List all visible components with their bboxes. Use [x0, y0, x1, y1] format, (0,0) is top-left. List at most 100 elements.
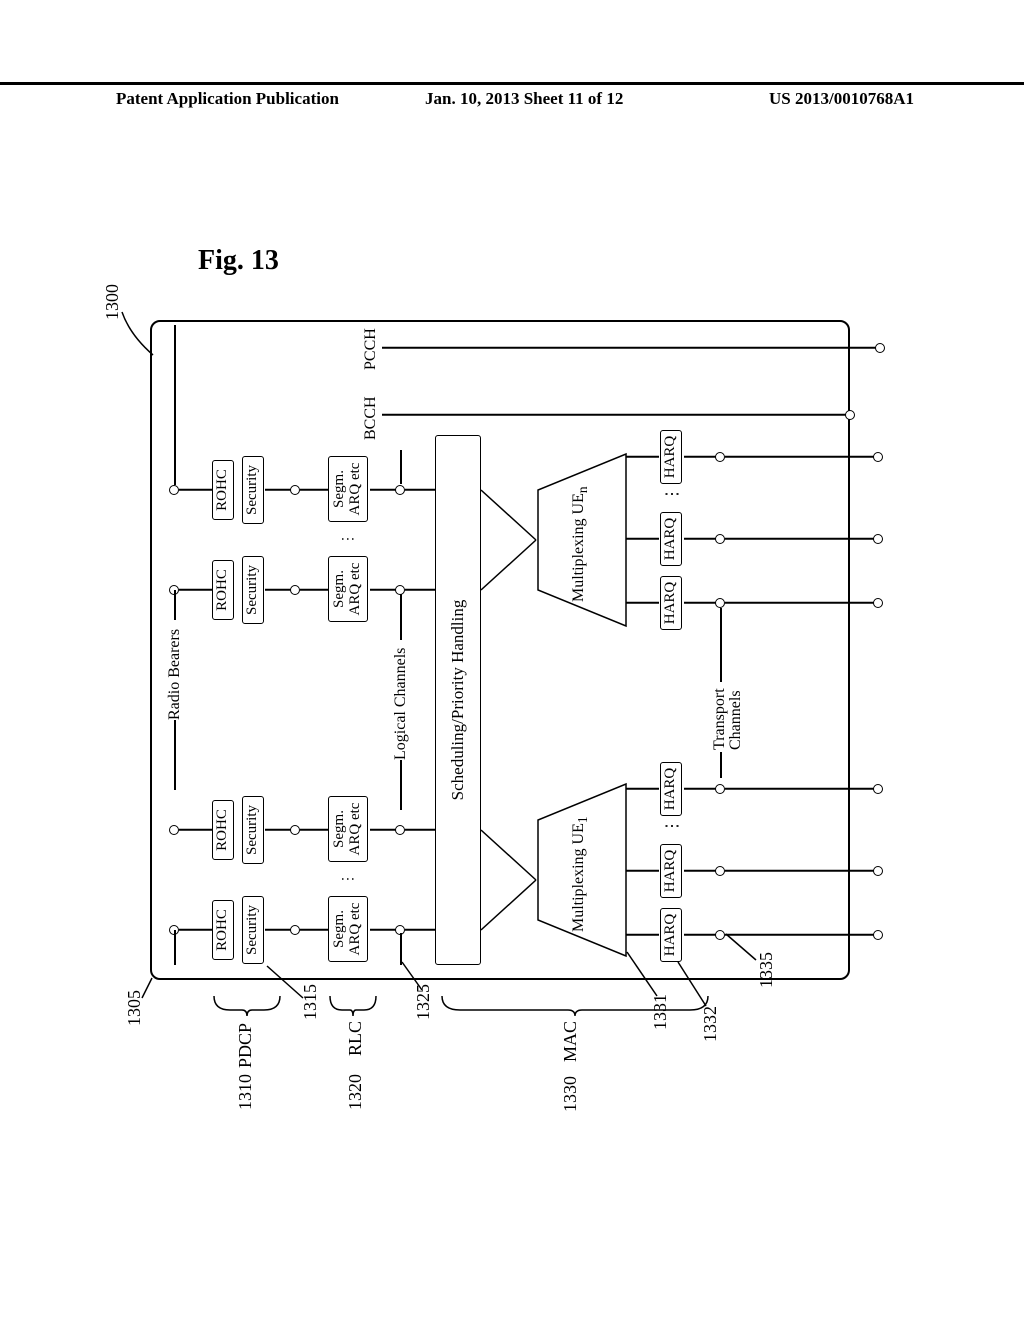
lc-hl-2: [400, 760, 402, 810]
box-harq-1: HARQ: [660, 908, 682, 962]
logical-channels-label: Logical Channels: [392, 648, 410, 760]
ref-1315-line: [265, 960, 305, 1000]
line-q4: [300, 489, 330, 491]
line-top-2: [179, 829, 214, 831]
line-r2: [370, 829, 398, 831]
ref-1332: 1332: [700, 1006, 721, 1042]
box-harq-2: HARQ: [660, 844, 682, 898]
box-rohc-4: ROHC: [212, 460, 234, 520]
protocol-stack-diagram: 1300 1305 Radio Bearers PDCP 1310 ROHC S…: [130, 280, 890, 1060]
line-mx6: [626, 456, 659, 458]
line-pcch: [382, 347, 880, 349]
header-left-text: Patent Application Publication: [116, 89, 339, 109]
ref-1332-line: [676, 958, 710, 1008]
dot-out7-bcch: [845, 410, 855, 420]
line-bcch: [382, 414, 850, 416]
line-r1: [370, 929, 398, 931]
rb-left-line: [174, 720, 176, 790]
box-segm-1: Segm. ARQ etc: [328, 896, 368, 962]
line-mx3: [626, 788, 659, 790]
dot-tc-3: [715, 784, 725, 794]
ref-1305-arrow: [140, 970, 160, 1000]
box-security-1: Security: [242, 896, 264, 964]
dot-out6: [873, 452, 883, 462]
dot-mid-4: [290, 485, 300, 495]
box-segm-4: Segm. ARQ etc: [328, 456, 368, 522]
dot-out8-pcch: [875, 343, 885, 353]
mux-ue1-label: Multiplexing UE1: [570, 816, 591, 932]
ref-1320: 1320: [345, 1074, 366, 1110]
box-scheduling: Scheduling/Priority Handling: [435, 435, 481, 965]
label-pcch: PCCH: [362, 328, 380, 370]
line-r3: [370, 589, 398, 591]
line-b5: [725, 538, 875, 540]
dot-mid-1: [290, 925, 300, 935]
line-mx1: [626, 934, 659, 936]
dot-out4: [873, 598, 883, 608]
lc-hl-4: [400, 450, 402, 484]
box-security-2: Security: [242, 796, 264, 864]
ref-1325-line: [400, 958, 424, 992]
bracket-rlc: [328, 992, 378, 1016]
radio-bearers-label: Radio Bearers: [166, 629, 184, 720]
dot-out5: [873, 534, 883, 544]
layer-mac-label: MAC: [560, 1021, 581, 1062]
rb-left-end: [174, 930, 176, 965]
dot-lc-2: [395, 825, 405, 835]
line-top-4: [179, 489, 214, 491]
figure-title: Fig. 13: [198, 245, 279, 277]
line-mx5: [626, 538, 659, 540]
header-mid-text: Jan. 10, 2013 Sheet 11 of 12: [425, 89, 623, 109]
dot-out3: [873, 784, 883, 794]
box-security-3: Security: [242, 556, 264, 624]
line-mx2: [626, 870, 659, 872]
rb-right-line: [174, 590, 176, 620]
line-q1: [300, 929, 330, 931]
dot-tc-6: [715, 452, 725, 462]
segm-ellipsis-2: ⋮: [340, 532, 357, 546]
segm-ellipsis-1: ⋮: [340, 872, 357, 886]
box-segm-2: Segm. ARQ etc: [328, 796, 368, 862]
dot-tc-2: [715, 866, 725, 876]
line-mx4: [626, 602, 659, 604]
box-segm-3: Segm. ARQ etc: [328, 556, 368, 622]
ref-1331: 1331: [650, 994, 671, 1030]
line-b3: [725, 788, 875, 790]
tc-hl-2: [720, 608, 722, 682]
lc-hl-3: [400, 594, 402, 640]
line-b2: [725, 870, 875, 872]
harq-ellipsis-2: ⋮: [662, 486, 682, 502]
ref-1335-line: [724, 928, 760, 962]
ref-1300-arrow: [120, 300, 160, 360]
dot-top-4: [169, 485, 179, 495]
box-harq-6: HARQ: [660, 430, 682, 484]
transport-channels-label: Transport Channels: [712, 688, 744, 750]
line-s1: [405, 929, 435, 931]
dot-out1: [873, 930, 883, 940]
line-r4: [370, 489, 398, 491]
line-q3: [300, 589, 330, 591]
dot-top-2: [169, 825, 179, 835]
diagram-wrapper: 1300 1305 Radio Bearers PDCP 1310 ROHC S…: [120, 280, 900, 1060]
page-header: Patent Application Publication Jan. 10, …: [0, 82, 1024, 109]
dot-tc-5: [715, 534, 725, 544]
dot-tc-4: [715, 598, 725, 608]
mux-uen-label: Multiplexing UEn: [570, 486, 591, 602]
box-rohc-1: ROHC: [212, 900, 234, 960]
layer-rlc-label: RLC: [345, 1021, 366, 1056]
line-s4: [405, 489, 435, 491]
ref-1330: 1330: [560, 1076, 581, 1112]
line-b4: [725, 602, 875, 604]
header-right-text: US 2013/0010768A1: [769, 89, 914, 109]
line-b6: [725, 456, 875, 458]
box-harq-3: HARQ: [660, 762, 682, 816]
line-s2: [405, 829, 435, 831]
box-rohc-2: ROHC: [212, 800, 234, 860]
ref-1331-line: [625, 948, 661, 998]
box-rohc-3: ROHC: [212, 560, 234, 620]
dot-mid-3: [290, 585, 300, 595]
dot-out2: [873, 866, 883, 876]
layer-pdcp-label: PDCP: [235, 1023, 256, 1068]
box-harq-5: HARQ: [660, 512, 682, 566]
dot-lc-4: [395, 485, 405, 495]
